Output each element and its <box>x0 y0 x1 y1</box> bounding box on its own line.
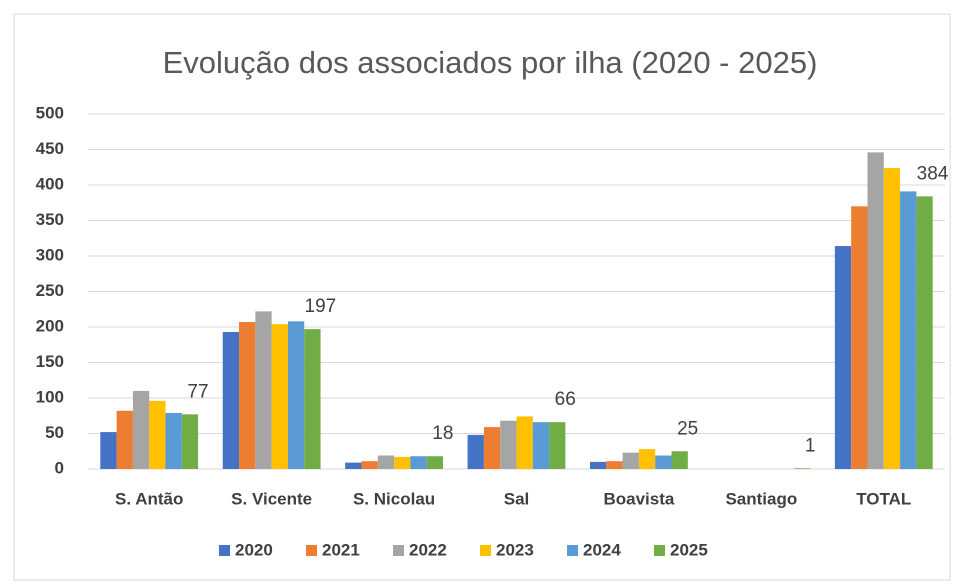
x-tick-label: Boavista <box>603 489 674 508</box>
chart-frame <box>13 13 951 581</box>
bar <box>410 456 427 469</box>
bar <box>361 461 378 469</box>
bar <box>549 422 566 469</box>
legend-swatch <box>219 545 230 556</box>
data-label: 197 <box>305 296 337 317</box>
bar <box>287 321 305 469</box>
data-label: 77 <box>187 381 208 402</box>
y-tick-label: 50 <box>45 423 64 442</box>
legend-swatch <box>306 545 317 556</box>
legend-label: 2022 <box>409 540 447 559</box>
bar <box>851 206 868 470</box>
legend-label: 2020 <box>235 540 273 559</box>
bar <box>149 400 166 469</box>
y-tick-label: 300 <box>36 245 64 264</box>
bar <box>590 461 607 469</box>
bar <box>916 196 933 470</box>
bar <box>867 152 884 469</box>
bar <box>671 451 688 469</box>
bar <box>304 329 321 469</box>
bar <box>377 455 395 469</box>
data-label: 384 <box>917 163 949 184</box>
bar <box>532 422 550 469</box>
bar <box>222 331 240 469</box>
bar <box>271 324 288 469</box>
bar <box>255 311 272 469</box>
y-tick-label: 150 <box>36 352 64 371</box>
legend-label: 2023 <box>496 540 534 559</box>
x-tick-label: Sal <box>504 489 530 508</box>
bar <box>883 167 901 469</box>
x-tick-label: TOTAL <box>856 489 911 508</box>
bar <box>793 468 811 469</box>
y-tick-label: 250 <box>36 281 64 300</box>
bar <box>467 434 484 469</box>
bar <box>483 427 501 469</box>
bar <box>239 322 256 469</box>
legend-label: 2021 <box>322 540 360 559</box>
bar <box>426 456 443 469</box>
legend-swatch <box>393 545 404 556</box>
y-tick-label: 0 <box>55 458 64 477</box>
x-tick-label: Santiago <box>725 489 797 508</box>
bar <box>100 432 117 469</box>
data-label: 18 <box>432 423 453 444</box>
data-label: 66 <box>555 389 576 410</box>
bar <box>516 416 533 469</box>
bar <box>165 412 182 469</box>
bar <box>394 456 411 469</box>
data-label: 1 <box>805 435 816 456</box>
legend-swatch <box>480 545 491 556</box>
chart-title: Evolução dos associados por ilha (2020 -… <box>163 45 818 80</box>
bar <box>834 246 852 469</box>
bar <box>500 420 517 469</box>
y-tick-label: 500 <box>36 103 64 122</box>
y-tick-label: 400 <box>36 174 64 193</box>
bar <box>181 414 199 469</box>
y-tick-label: 450 <box>36 139 64 158</box>
bar <box>638 449 656 469</box>
legend-label: 2025 <box>670 540 708 559</box>
y-tick-label: 100 <box>36 387 64 406</box>
bar <box>900 191 917 469</box>
x-tick-label: S. Nicolau <box>353 489 435 508</box>
bar <box>606 461 623 469</box>
bar <box>132 390 150 469</box>
bar <box>116 410 133 469</box>
bar <box>655 455 672 469</box>
legend-label: 2024 <box>583 540 621 559</box>
y-tick-label: 350 <box>36 210 64 229</box>
y-tick-label: 200 <box>36 316 64 335</box>
legend-swatch <box>567 545 578 556</box>
legend-swatch <box>654 545 665 556</box>
x-tick-label: S. Antão <box>115 489 183 508</box>
data-label: 25 <box>677 418 698 439</box>
x-tick-label: S. Vicente <box>231 489 312 508</box>
bar <box>345 462 362 469</box>
bar <box>622 452 639 469</box>
